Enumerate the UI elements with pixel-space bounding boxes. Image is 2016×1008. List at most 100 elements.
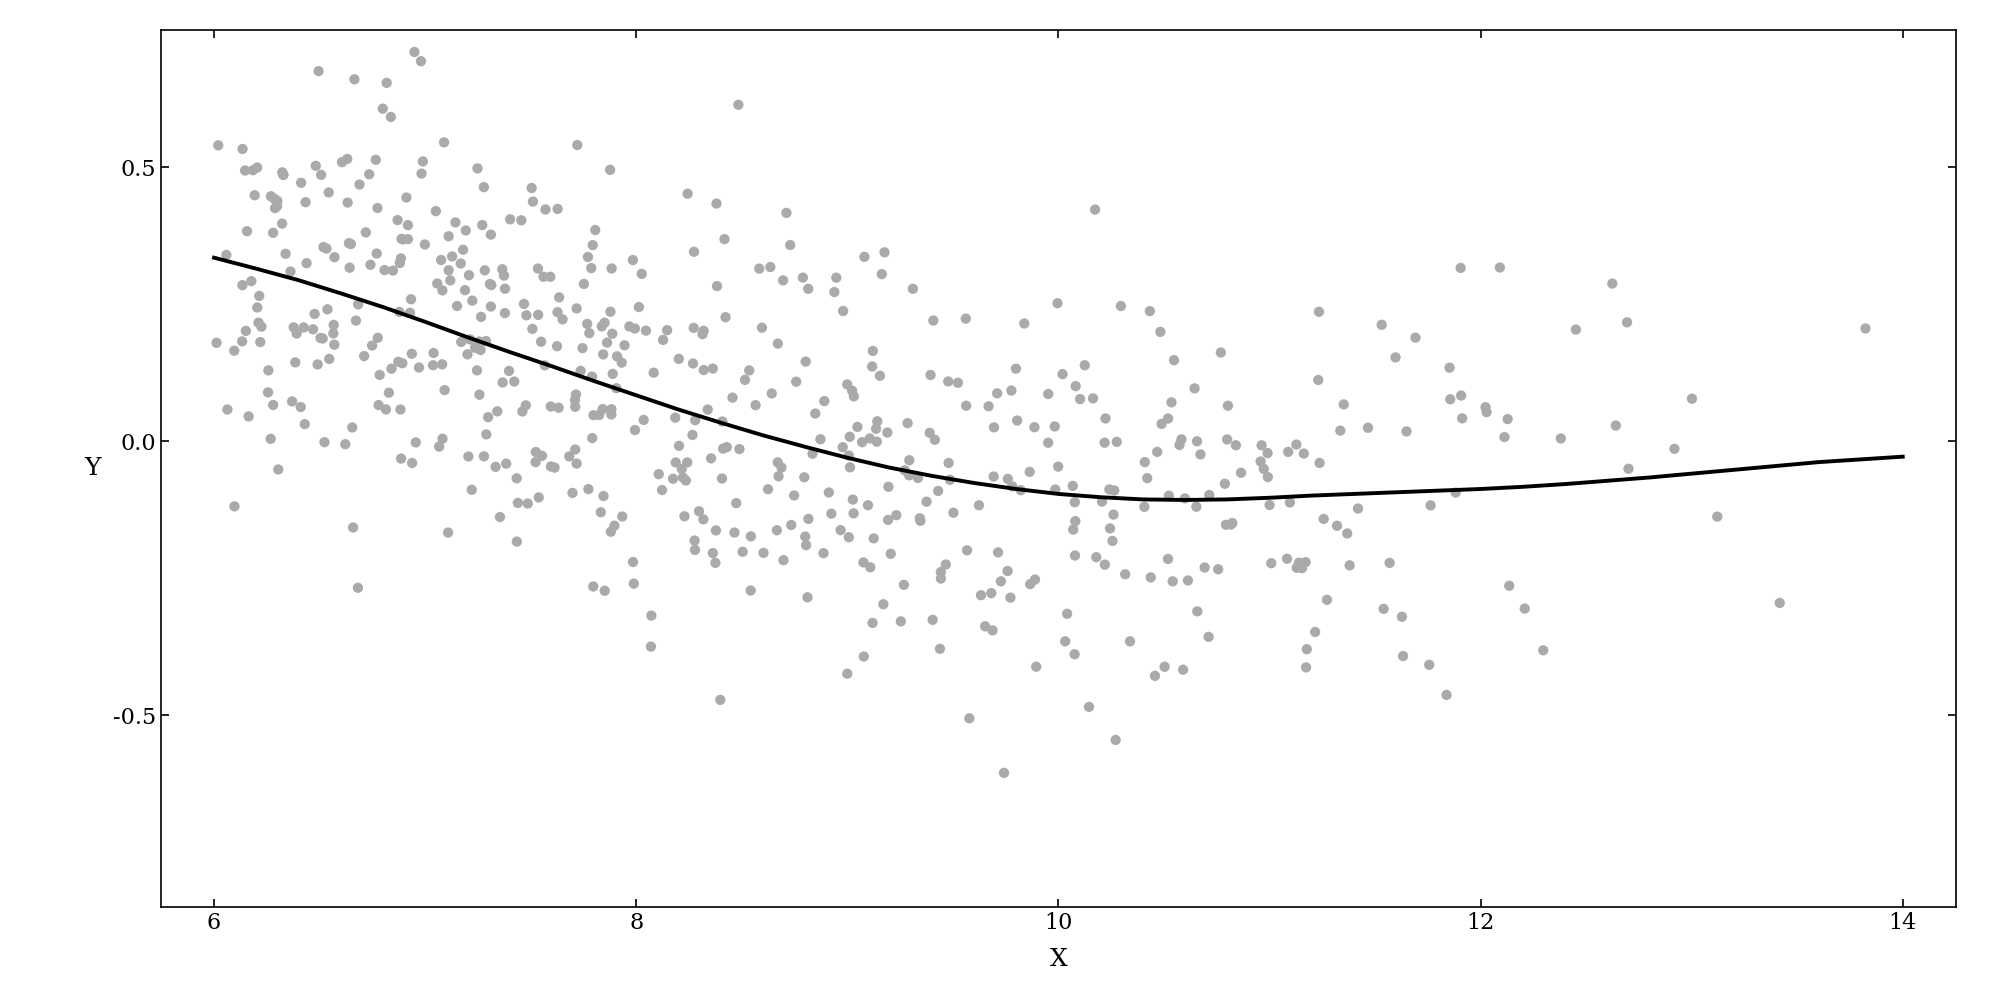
Point bbox=[569, 276, 601, 292]
Point bbox=[464, 342, 496, 358]
Point bbox=[687, 511, 720, 527]
Point bbox=[837, 492, 869, 508]
Point bbox=[595, 406, 627, 422]
Point bbox=[978, 419, 1010, 435]
Point bbox=[885, 613, 917, 629]
Point bbox=[792, 511, 825, 527]
Point bbox=[258, 200, 290, 216]
Point bbox=[659, 455, 691, 471]
Point bbox=[774, 237, 806, 253]
Point bbox=[933, 472, 966, 488]
Point bbox=[226, 334, 258, 350]
Point bbox=[385, 451, 417, 467]
Point bbox=[1133, 303, 1165, 320]
Point bbox=[657, 471, 689, 487]
Point bbox=[464, 334, 496, 350]
Point bbox=[252, 362, 284, 378]
Point bbox=[1659, 440, 1691, 457]
Point bbox=[798, 405, 831, 421]
Point bbox=[857, 359, 889, 375]
Point bbox=[857, 530, 889, 546]
Point bbox=[984, 574, 1016, 590]
Point bbox=[871, 424, 903, 440]
Point bbox=[361, 200, 393, 216]
Point bbox=[818, 284, 851, 300]
Point bbox=[919, 431, 952, 448]
Point bbox=[456, 482, 488, 498]
Point bbox=[232, 223, 264, 239]
Point bbox=[849, 249, 881, 265]
Point bbox=[1391, 423, 1423, 439]
Point bbox=[288, 416, 321, 432]
Point bbox=[256, 225, 288, 241]
Point bbox=[560, 386, 593, 402]
Point bbox=[1246, 437, 1278, 454]
Point bbox=[522, 260, 554, 276]
Point bbox=[383, 255, 415, 271]
Point bbox=[393, 304, 425, 321]
Point bbox=[452, 347, 484, 363]
Point bbox=[863, 368, 895, 384]
Point bbox=[558, 392, 591, 408]
Point bbox=[792, 590, 825, 606]
Point bbox=[1165, 431, 1198, 448]
Point bbox=[700, 554, 732, 571]
Point bbox=[669, 508, 702, 524]
Point bbox=[685, 327, 718, 343]
Point bbox=[577, 407, 609, 423]
Point bbox=[268, 166, 300, 182]
Point bbox=[734, 583, 766, 599]
Point bbox=[425, 356, 458, 372]
Point bbox=[377, 262, 409, 278]
Point bbox=[1193, 487, 1226, 503]
Point bbox=[558, 399, 591, 415]
Point bbox=[1597, 275, 1629, 291]
Point bbox=[1399, 330, 1431, 346]
Point bbox=[405, 165, 437, 181]
Point bbox=[1331, 525, 1363, 541]
Point bbox=[1115, 633, 1147, 649]
Point bbox=[1252, 469, 1284, 485]
Point bbox=[456, 292, 488, 308]
Point bbox=[665, 461, 698, 477]
Point bbox=[1020, 658, 1052, 674]
Point bbox=[1764, 595, 1796, 611]
Point bbox=[474, 227, 506, 243]
Point bbox=[290, 255, 323, 271]
Point bbox=[821, 269, 853, 285]
Point bbox=[917, 312, 950, 329]
Point bbox=[762, 336, 794, 352]
Point bbox=[847, 554, 879, 571]
Point bbox=[710, 309, 742, 326]
Point bbox=[788, 528, 821, 544]
Point bbox=[560, 300, 593, 317]
Point bbox=[1058, 494, 1091, 510]
Point bbox=[552, 449, 585, 465]
Point bbox=[687, 323, 720, 339]
Point bbox=[1415, 497, 1447, 513]
Point bbox=[929, 556, 962, 573]
Point bbox=[663, 437, 696, 454]
Point bbox=[768, 552, 800, 569]
Point bbox=[806, 545, 839, 561]
Point bbox=[1212, 431, 1244, 448]
Point bbox=[1155, 394, 1187, 410]
Point bbox=[1445, 260, 1478, 276]
Point bbox=[1343, 500, 1375, 516]
Point bbox=[522, 306, 554, 323]
Point bbox=[1280, 559, 1312, 576]
Point bbox=[468, 179, 500, 196]
Point bbox=[446, 334, 478, 350]
Point bbox=[1093, 482, 1125, 498]
Point bbox=[708, 440, 740, 457]
Point bbox=[1333, 557, 1365, 574]
Point bbox=[623, 299, 655, 316]
Point bbox=[762, 455, 794, 471]
Point bbox=[601, 349, 633, 365]
Point bbox=[837, 383, 869, 399]
Point bbox=[290, 195, 323, 211]
Point bbox=[1089, 410, 1121, 426]
Point bbox=[865, 266, 897, 282]
Point bbox=[1385, 609, 1417, 625]
Point bbox=[431, 524, 464, 540]
